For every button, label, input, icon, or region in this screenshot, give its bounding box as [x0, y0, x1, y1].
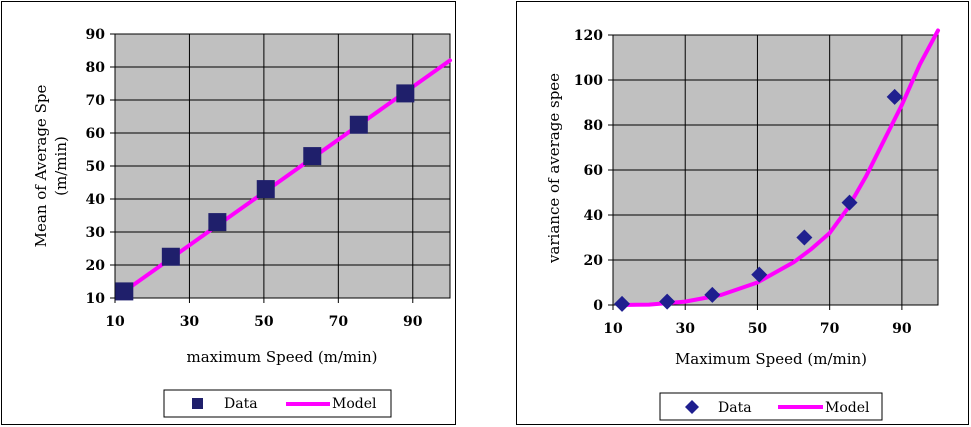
y-tick-label: 80: [86, 60, 106, 76]
grid-right: [613, 34, 938, 306]
x-tick-label: 70: [820, 321, 840, 337]
y-tick-label: 40: [584, 208, 604, 224]
y-tick-label: 20: [86, 258, 106, 274]
y-tick-label: 120: [574, 28, 603, 44]
legend-data-square-marker-icon: [192, 398, 203, 409]
data-point-square: [349, 115, 368, 134]
data-point-diamond: [751, 266, 768, 283]
x-axis-label-left: maximum Speed (m/min): [187, 348, 378, 366]
legend-label-model-left: Model: [332, 396, 377, 412]
legend-label-data-right: Data: [718, 400, 752, 416]
y-tick-label: 50: [86, 159, 106, 175]
y-tick-label: 60: [86, 126, 106, 142]
data-point-diamond: [659, 293, 676, 310]
y-axis-label-left-line1: Mean of Average Spe: [32, 85, 50, 248]
data-point-diamond: [796, 229, 813, 246]
legend-left: Data Model: [163, 389, 392, 418]
x-tick-label: 10: [603, 321, 623, 337]
grid-left: [115, 33, 450, 299]
y-tick-label: 20: [584, 253, 604, 269]
data-point-square: [396, 84, 415, 103]
y-tick-label: 0: [593, 298, 603, 314]
x-tick-label: 50: [254, 314, 274, 330]
data-point-diamond: [841, 194, 858, 211]
data-point-square: [161, 247, 180, 266]
data-point-square: [303, 147, 322, 166]
x-tick-label: 70: [329, 314, 349, 330]
y-tick-label: 10: [86, 291, 106, 307]
data-point-diamond: [886, 88, 903, 105]
legend-label-data-left: Data: [224, 396, 258, 412]
data-point-square: [115, 282, 134, 301]
marks-right: [614, 28, 940, 312]
data-point-square: [208, 213, 227, 232]
legend-data-diamond-marker-icon: [685, 400, 699, 414]
x-tick-label: 90: [892, 321, 912, 337]
model-line-right: [620, 28, 940, 307]
data-point-diamond: [614, 295, 631, 312]
x-tick-label: 10: [105, 314, 125, 330]
y-tick-label: 90: [86, 27, 106, 43]
y-tick-label: 30: [86, 225, 106, 241]
y-tick-label: 40: [86, 192, 106, 208]
x-tick-label: 30: [180, 314, 200, 330]
x-axis-label-right: Maximum Speed (m/min): [675, 350, 867, 368]
y-tick-label: 70: [86, 93, 106, 109]
data-point-square: [256, 180, 275, 199]
x-tick-label: 90: [403, 314, 423, 330]
y-tick-label: 100: [574, 73, 603, 89]
ticks-left: 10 20 30 40 50 60 70 80 90 10 30 50 70 90: [86, 27, 423, 330]
legend-right: Data Model: [659, 392, 883, 421]
x-tick-label: 30: [675, 321, 695, 337]
y-axis-label-left-line2: (m/min): [52, 136, 70, 196]
ticks-right: 0 20 40 60 80 100 120 10 30 50 70 90: [574, 28, 912, 337]
marks-left: [115, 58, 452, 301]
y-tick-label: 60: [584, 163, 604, 179]
data-point-diamond: [704, 286, 721, 303]
y-tick-label: 80: [584, 118, 604, 134]
y-axis-label-right: variance of average spee: [545, 73, 563, 264]
x-tick-label: 50: [748, 321, 768, 337]
legend-label-model-right: Model: [825, 400, 870, 416]
